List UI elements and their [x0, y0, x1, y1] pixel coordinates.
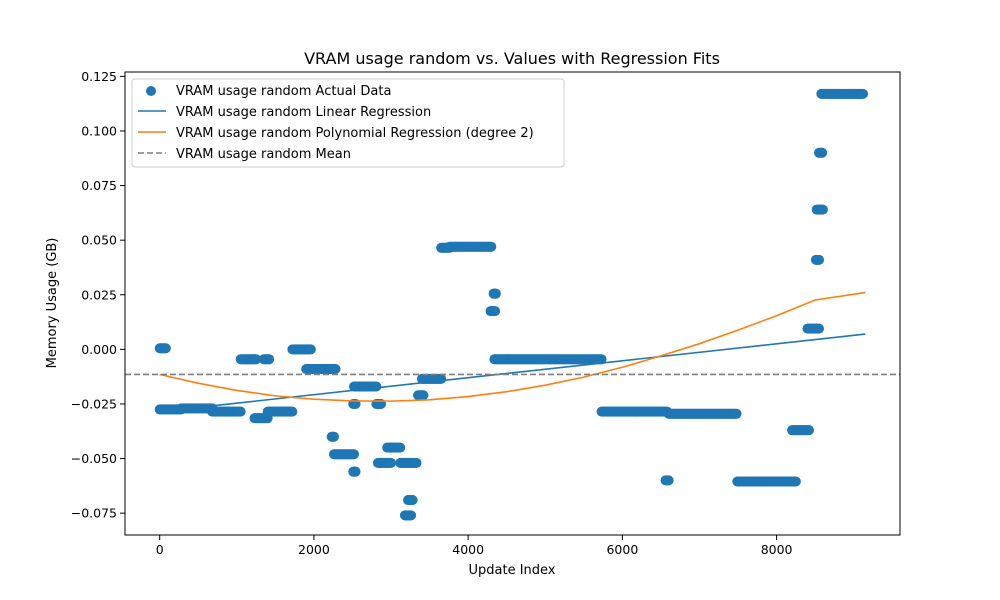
data-point — [490, 306, 501, 317]
y-tick-label: 0.100 — [81, 123, 117, 138]
data-point — [790, 476, 801, 487]
data-point — [731, 408, 742, 419]
data-point — [287, 406, 298, 417]
y-tick-label: 0.050 — [81, 233, 117, 248]
legend: VRAM usage random Actual Data VRAM usage… — [131, 78, 565, 168]
legend-scatter-marker — [146, 86, 156, 96]
y-tick-label: 0.075 — [81, 178, 117, 193]
y-tick-label: −0.050 — [71, 451, 117, 466]
data-point — [596, 354, 607, 365]
x-axis-ticks: 0 2000 4000 6000 8000 — [156, 535, 793, 557]
data-point — [305, 344, 316, 355]
x-tick-label: 6000 — [606, 542, 638, 557]
y-tick-label: 0.000 — [81, 342, 117, 357]
y-tick-label: −0.075 — [71, 506, 117, 521]
x-tick-label: 4000 — [452, 542, 484, 557]
data-point — [395, 442, 406, 453]
data-point — [814, 323, 825, 334]
legend-label-poly: VRAM usage random Polynomial Regression … — [176, 126, 534, 141]
x-tick-label: 2000 — [298, 542, 330, 557]
data-point — [328, 431, 339, 442]
data-point — [817, 147, 828, 158]
x-tick-label: 0 — [156, 542, 164, 557]
axes-frame — [124, 71, 901, 536]
data-point — [814, 254, 825, 265]
data-point — [857, 88, 868, 99]
legend-box — [131, 78, 565, 168]
data-point — [160, 343, 171, 354]
plot-area — [124, 71, 901, 536]
data-point — [406, 510, 417, 521]
data-point — [817, 204, 828, 215]
data-point — [251, 354, 262, 365]
linear-regression-line — [159, 333, 866, 413]
data-point — [235, 406, 246, 417]
data-point — [411, 457, 422, 468]
data-point — [436, 373, 447, 384]
y-axis-ticks: −0.075 −0.050 −0.025 0.000 0.025 0.050 0.075 0.… — [71, 69, 125, 521]
y-tick-label: 0.125 — [81, 69, 117, 84]
legend-label-mean: VRAM usage random Mean — [176, 147, 351, 162]
data-point — [350, 466, 361, 477]
x-tick-label: 8000 — [761, 542, 793, 557]
data-point — [349, 449, 360, 460]
y-tick-label: −0.025 — [71, 396, 117, 411]
data-point — [407, 495, 418, 506]
y-tick-label: 0.025 — [81, 287, 117, 302]
data-point — [804, 425, 814, 436]
data-point — [264, 354, 275, 365]
legend-label-linear: VRAM usage random Linear Regression — [176, 105, 431, 120]
data-point — [663, 475, 674, 486]
data-point — [330, 364, 341, 375]
y-axis-label: Memory Usage (GB) — [45, 238, 60, 369]
chart-title: VRAM usage random vs. Values with Regres… — [304, 49, 720, 68]
data-point — [371, 381, 382, 392]
polynomial-regression-curve — [159, 291, 866, 402]
data-point — [386, 457, 397, 468]
data-point — [418, 390, 429, 401]
legend-label-actual: VRAM usage random Actual Data — [176, 84, 391, 99]
data-point — [490, 288, 501, 299]
x-axis-label: Update Index — [468, 563, 555, 578]
data-point — [486, 241, 497, 252]
